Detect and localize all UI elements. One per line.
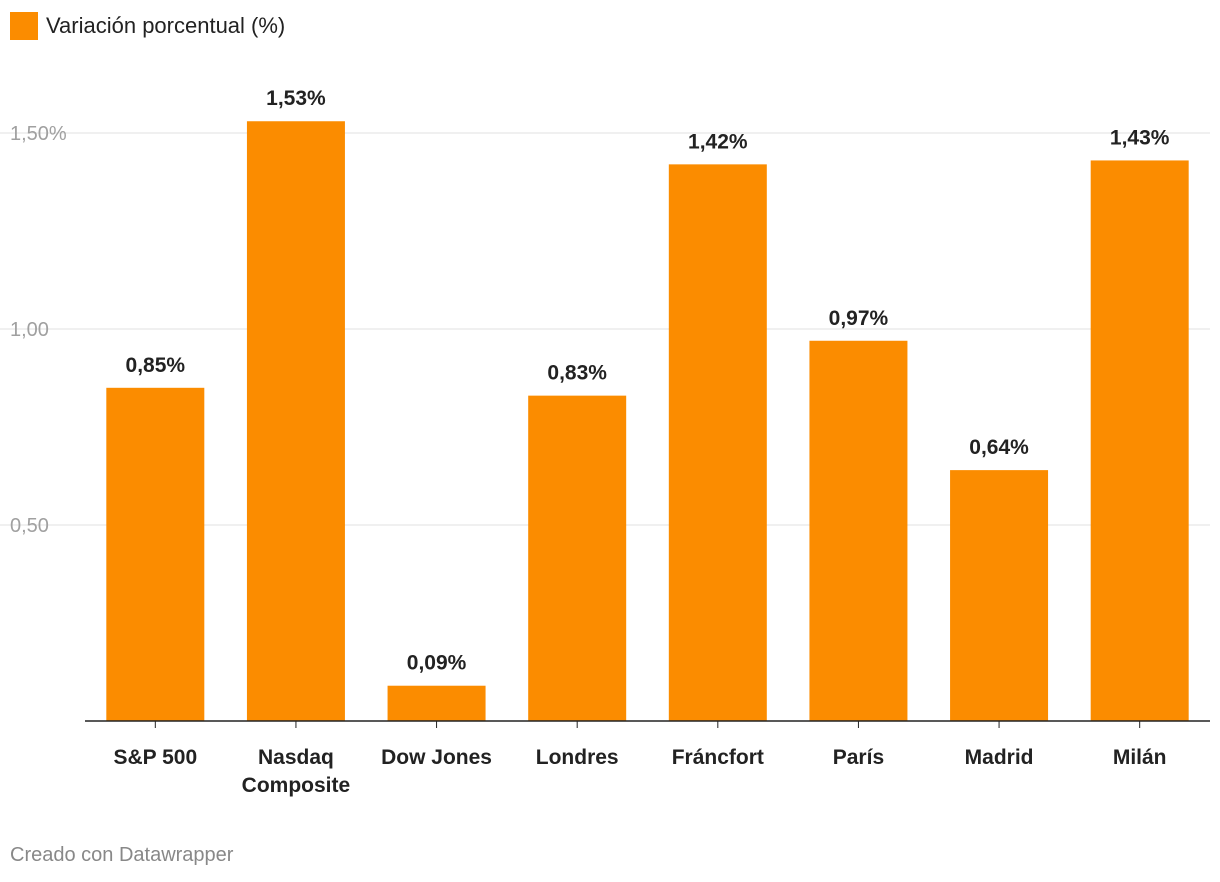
y-tick-label: 0,50 bbox=[10, 515, 49, 537]
x-tick-label-line: Madrid bbox=[965, 746, 1034, 769]
x-tick-label-line: Milán bbox=[1113, 746, 1167, 769]
footer-credit: Creado con Datawrapper bbox=[10, 844, 234, 866]
x-tick-label-line: Nasdaq bbox=[258, 746, 334, 769]
bar bbox=[1090, 160, 1189, 721]
bar bbox=[106, 387, 205, 721]
x-tick-label-line: París bbox=[833, 746, 884, 769]
legend: Variación porcentual (%) bbox=[10, 12, 285, 40]
x-tick-label-line: Fráncfort bbox=[672, 746, 764, 769]
x-axis: S&P 500 Nasdaq Composite Dow Jones Londres Fr… bbox=[85, 720, 1210, 797]
bar-chart: 0,501,001,50% 0,85%1,53%0,09%0,83%1,42%0… bbox=[0, 87, 1210, 797]
x-tick-label: Madrid bbox=[965, 746, 1034, 769]
x-tick-label: París bbox=[833, 746, 884, 769]
x-tick-label: Dow Jones bbox=[381, 746, 492, 769]
bar bbox=[668, 164, 767, 722]
legend-label: Variación porcentual (%) bbox=[46, 13, 286, 38]
value-label: 0,09% bbox=[407, 652, 467, 675]
value-label: 0,97% bbox=[829, 307, 889, 330]
x-tick-label: Londres bbox=[536, 746, 619, 769]
x-tick-label: S&P 500 bbox=[113, 746, 197, 769]
value-label: 0,85% bbox=[126, 354, 186, 377]
legend-swatch bbox=[10, 12, 38, 40]
value-label: 1,42% bbox=[688, 130, 748, 153]
bar bbox=[246, 121, 345, 722]
value-label: 0,64% bbox=[969, 436, 1029, 459]
x-tick-label-line: S&P 500 bbox=[113, 746, 197, 769]
value-labels: 0,85% 1,53% 0,09% 0,83% 1,42% 0,97% 0,64% 1,43% bbox=[126, 87, 1170, 674]
x-tick-label: Nasdaq Composite bbox=[242, 746, 351, 797]
value-label: 0,83% bbox=[547, 362, 607, 385]
y-tick-label: 1,50% bbox=[10, 123, 67, 145]
value-label: 1,53% bbox=[266, 87, 326, 110]
bar bbox=[528, 395, 627, 721]
y-axis-ticks: 0,50 1,00 1,50% bbox=[10, 123, 67, 537]
x-tick-label-line: Composite bbox=[242, 774, 351, 797]
bars bbox=[106, 121, 1189, 722]
value-label: 1,43% bbox=[1110, 126, 1170, 149]
x-tick-label-line: Londres bbox=[536, 746, 619, 769]
x-tick-label-line: Dow Jones bbox=[381, 746, 492, 769]
bar bbox=[387, 685, 486, 721]
x-tick-label: Fráncfort bbox=[672, 746, 764, 769]
x-tick-label: Milán bbox=[1113, 746, 1167, 769]
bar bbox=[809, 340, 908, 721]
y-tick-label: 1,00 bbox=[10, 319, 49, 341]
bar bbox=[950, 470, 1049, 721]
